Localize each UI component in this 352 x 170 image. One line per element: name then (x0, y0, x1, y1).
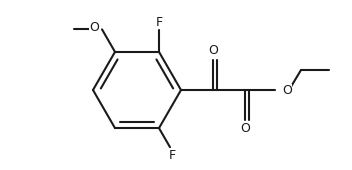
Text: O: O (282, 83, 292, 97)
Text: F: F (156, 16, 163, 29)
Text: O: O (89, 21, 99, 34)
Text: O: O (240, 123, 250, 135)
Text: F: F (169, 149, 176, 162)
Text: O: O (208, 45, 218, 57)
